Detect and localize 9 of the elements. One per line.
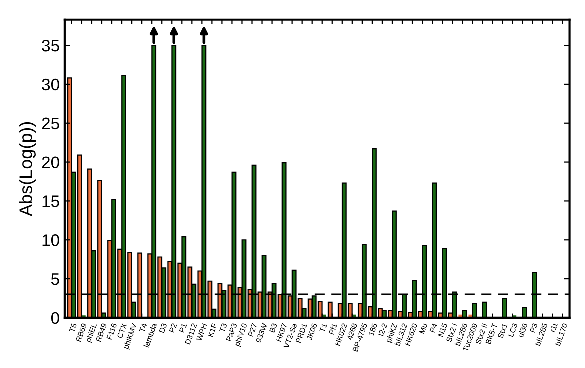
y-tick-label: 30 <box>42 78 60 91</box>
y-tick-label: 5 <box>51 274 60 286</box>
y-tick-label: 35 <box>42 40 60 52</box>
y-tick-label: 15 <box>42 196 60 208</box>
y-tick-label: 10 <box>42 234 60 246</box>
y-tick-label: 20 <box>42 156 60 168</box>
y-tick-label: 25 <box>42 118 60 130</box>
y-axis-title: Abs(Log(p)) <box>19 122 36 217</box>
y-tick-label: 0 <box>51 312 60 324</box>
